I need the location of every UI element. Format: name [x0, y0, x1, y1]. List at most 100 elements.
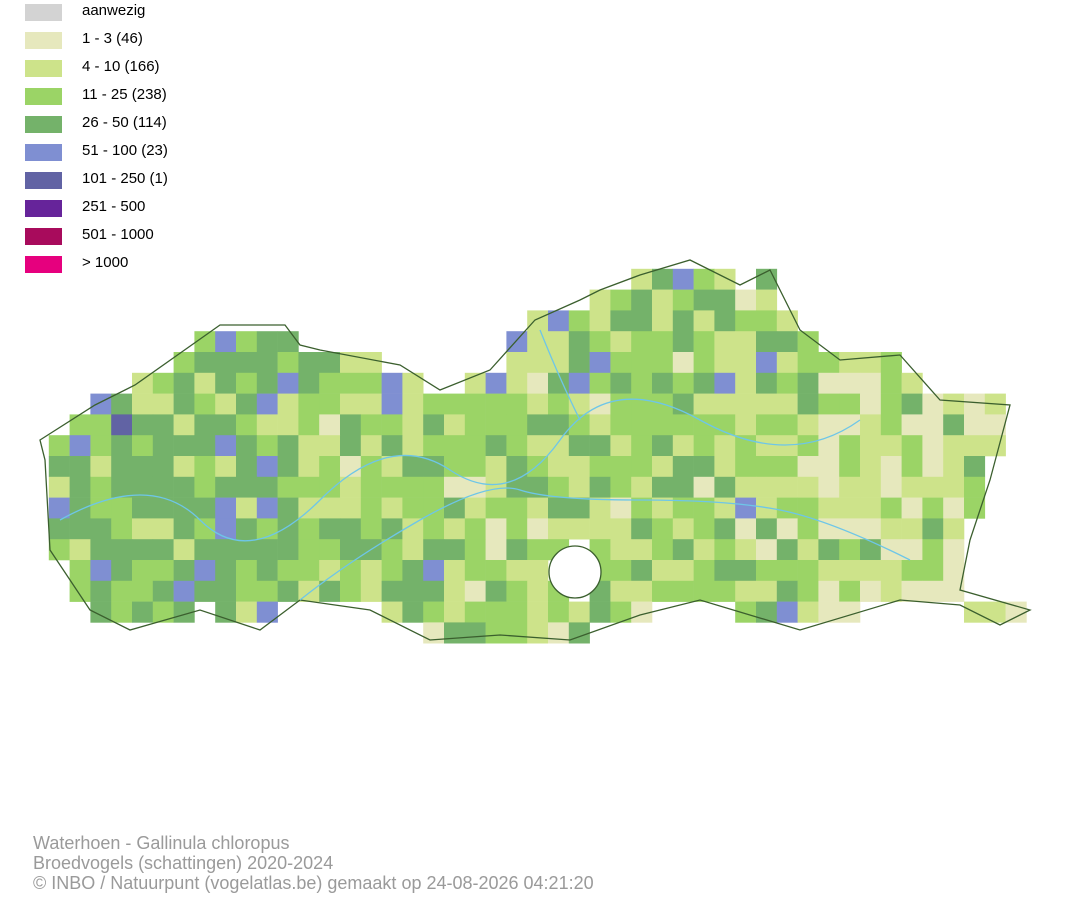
legend-swatch — [25, 228, 62, 245]
grid-cell — [964, 435, 986, 457]
grid-cell — [818, 352, 840, 374]
grid-cell — [964, 393, 986, 415]
grid-cell — [631, 518, 653, 540]
grid-cell — [402, 414, 424, 436]
grid-cell — [381, 539, 403, 561]
grid-cell — [693, 456, 715, 478]
grid-cell — [215, 331, 237, 353]
grid-cell — [548, 497, 570, 519]
grid-cell — [256, 372, 278, 394]
grid-cell — [901, 580, 923, 602]
grid-cell — [381, 560, 403, 582]
grid-cell — [589, 414, 611, 436]
grid-cell — [693, 435, 715, 457]
grid-cell — [90, 497, 112, 519]
grid-cell — [277, 414, 299, 436]
grid-cell — [298, 560, 320, 582]
grid-cell — [277, 372, 299, 394]
grid-cell — [506, 601, 528, 623]
grid-cell — [464, 622, 486, 644]
legend-label: 4 - 10 (166) — [82, 58, 160, 75]
grid-cell — [693, 560, 715, 582]
grid-cell — [589, 331, 611, 353]
grid-cell — [69, 497, 91, 519]
grid-cell — [568, 601, 590, 623]
grid-cell — [672, 435, 694, 457]
grid-cell — [568, 352, 590, 374]
grid-cell — [860, 476, 882, 498]
grid-cell — [423, 601, 445, 623]
grid-cell — [340, 518, 362, 540]
grid-cell — [298, 539, 320, 561]
grid-cell — [360, 393, 382, 415]
grid-cell — [776, 560, 798, 582]
grid-cell — [776, 331, 798, 353]
grid-cell — [277, 580, 299, 602]
grid-cell — [485, 518, 507, 540]
grid-cell — [880, 497, 902, 519]
grid-cell — [319, 497, 341, 519]
grid-cell — [797, 539, 819, 561]
grid-cell — [236, 601, 258, 623]
grid-cell — [735, 518, 757, 540]
grid-cell — [693, 580, 715, 602]
grid-cell — [672, 580, 694, 602]
grid-cell — [152, 539, 174, 561]
grid-cell — [631, 331, 653, 353]
grid-cell — [319, 560, 341, 582]
grid-cell — [880, 352, 902, 374]
grid-cell — [132, 372, 154, 394]
grid-cell — [464, 435, 486, 457]
grid-cell — [839, 393, 861, 415]
legend-swatch — [25, 32, 62, 49]
grid-cell — [922, 435, 944, 457]
grid-cell — [506, 622, 528, 644]
grid-cell — [735, 289, 757, 311]
grid-cell — [880, 456, 902, 478]
grid-cell — [797, 476, 819, 498]
grid-cell — [735, 456, 757, 478]
grid-cell — [672, 476, 694, 498]
region-outline — [39, 259, 1032, 641]
grid-cell — [256, 560, 278, 582]
grid-cell — [381, 393, 403, 415]
grid-cell — [527, 372, 549, 394]
grid-cell — [714, 289, 736, 311]
grid-cell — [735, 435, 757, 457]
grid-cell — [610, 456, 632, 478]
grid-cell — [714, 476, 736, 498]
grid-cell — [236, 580, 258, 602]
grid-cell — [714, 539, 736, 561]
grid-cell — [236, 435, 258, 457]
grid-cell — [173, 580, 195, 602]
grid-cell — [194, 414, 216, 436]
grid-cell — [90, 560, 112, 582]
grid-cell — [693, 393, 715, 415]
grid-cell — [860, 456, 882, 478]
grid-cell — [215, 518, 237, 540]
grid-cell — [652, 331, 674, 353]
grid-cell — [818, 539, 840, 561]
grid-cell — [506, 331, 528, 353]
grid-cell — [236, 539, 258, 561]
grid-cell — [360, 497, 382, 519]
grid-cell — [984, 435, 1006, 457]
grid-cell — [610, 393, 632, 415]
grid-cell — [548, 310, 570, 332]
grid-cell — [173, 393, 195, 415]
grid-cell — [589, 393, 611, 415]
grid-cell — [236, 372, 258, 394]
grid-cell — [111, 580, 133, 602]
grid-cell — [672, 289, 694, 311]
grid-cell — [797, 518, 819, 540]
grid-cell — [797, 414, 819, 436]
legend-swatch — [25, 4, 62, 21]
legend-swatch — [25, 116, 62, 133]
grid-cell — [506, 539, 528, 561]
grid-cell — [152, 560, 174, 582]
grid-cell — [506, 435, 528, 457]
grid-cell — [444, 601, 466, 623]
grid-cell — [381, 372, 403, 394]
species-title: Waterhoen - Gallinula chloropus — [33, 833, 289, 853]
